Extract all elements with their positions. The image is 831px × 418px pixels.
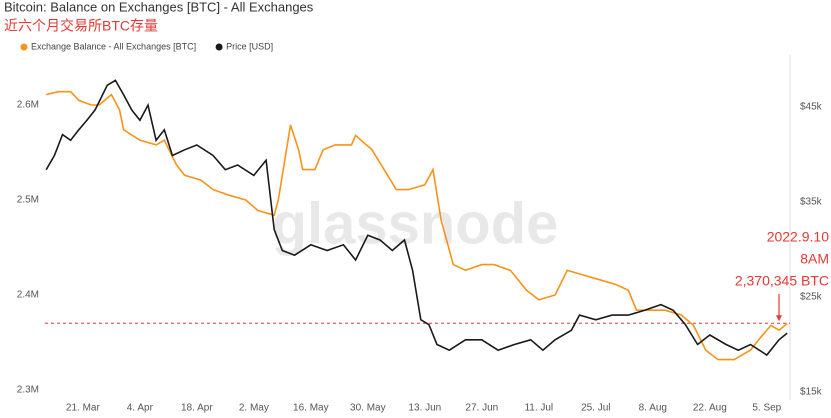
x-tick-label: 2. May [239,403,269,414]
annotation-text: 8AM [800,251,829,267]
legend-marker [215,43,223,51]
x-tick-label: 8. Aug [639,403,667,414]
x-tick-label: 5. Sep [752,403,781,414]
series-line [45,79,788,357]
chart-title: Bitcoin: Balance on Exchanges [BTC] - Al… [4,0,314,14]
series-line [46,90,788,361]
x-tick-label: 16. May [293,403,329,414]
legend-label: Price [USD] [226,41,273,51]
x-tick-label: 13. Jun [408,403,441,414]
y-tick-label: 2.5M [17,195,39,206]
x-tick-label: 11. Jul [524,403,553,414]
y2-tick-label: $15k [800,387,823,398]
legend-label: Exchange Balance - All Exchanges [BTC] [31,41,196,51]
x-tick-label: 22. Aug [693,403,727,414]
x-tick-label: 4. Apr [127,403,154,414]
x-tick-label: 25. Jul [581,403,610,414]
y-tick-label: 2.6M [17,100,39,111]
annotation-arrowhead [776,315,783,322]
y-tick-label: 2.3M [17,385,39,396]
y-tick-label: 2.4M [17,290,39,301]
y2-tick-label: $45k [800,102,823,113]
legend-marker [20,43,28,51]
y2-tick-label: $35k [800,197,823,208]
x-tick-label: 27. Jun [465,403,498,414]
chart-subtitle: 近六个月交易所BTC存量 [4,18,158,34]
x-tick-label: 18. Apr [181,403,213,414]
annotation-text: 2022.9.10 [767,229,829,245]
y2-tick-label: $25k [800,292,823,303]
x-tick-label: 30. May [350,403,386,414]
watermark: glassnode [272,191,559,256]
annotation-text: 2,370,345 BTC [735,273,829,289]
x-tick-label: 21. Mar [66,403,101,414]
